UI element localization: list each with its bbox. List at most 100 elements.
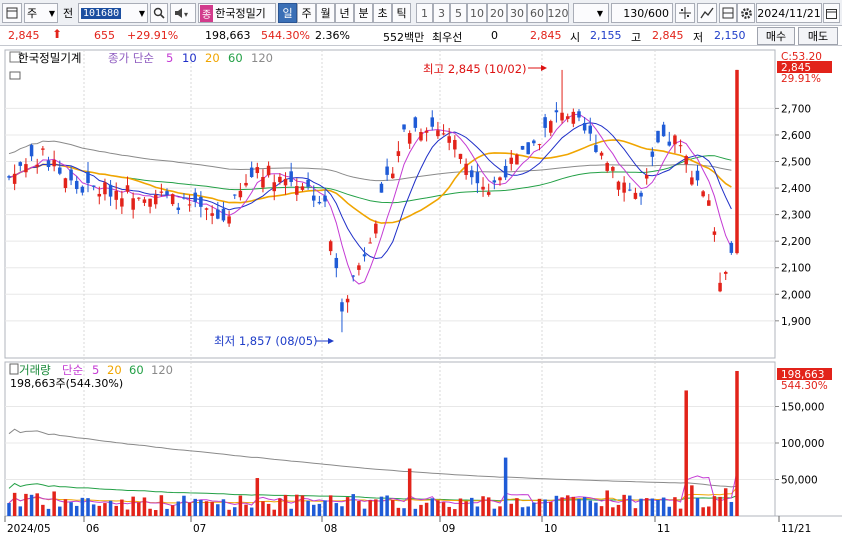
panel-layout-icon[interactable] bbox=[719, 3, 737, 23]
candle-body bbox=[464, 163, 468, 175]
candle-body bbox=[244, 182, 248, 186]
candle-body bbox=[599, 152, 604, 156]
volume-bar bbox=[464, 501, 468, 516]
interval-tab-60[interactable]: 60 bbox=[527, 3, 547, 23]
draw-tool-icon[interactable] bbox=[697, 3, 717, 23]
candle-body bbox=[69, 169, 73, 181]
candle-body bbox=[120, 198, 124, 207]
interval-tab-1[interactable]: 1 bbox=[416, 3, 433, 23]
candle-body bbox=[58, 167, 62, 174]
stock-chart[interactable]: 한국정밀기계 종가 단순 5 10 20 60 120 최고 2,845 (10/02)… bbox=[0, 46, 842, 541]
interval-tab-10[interactable]: 10 bbox=[467, 3, 487, 23]
volume-bar bbox=[673, 497, 677, 516]
chart-menu-icon[interactable] bbox=[2, 3, 22, 23]
period-tab-6[interactable]: 틱 bbox=[392, 3, 411, 23]
gear-icon[interactable] bbox=[737, 3, 755, 23]
count-field[interactable]: 130/600 bbox=[611, 3, 673, 23]
volume-bar bbox=[644, 498, 649, 516]
candle-body bbox=[729, 242, 734, 253]
candle-body bbox=[24, 164, 28, 173]
volume-bar bbox=[374, 499, 378, 516]
period-tab-0[interactable]: 일 bbox=[278, 3, 297, 23]
panel-toggle-icon[interactable] bbox=[9, 71, 21, 80]
period-tab-4[interactable]: 분 bbox=[354, 3, 373, 23]
ma-line-5 bbox=[8, 113, 732, 285]
candle-body bbox=[402, 124, 406, 130]
candle-body bbox=[633, 192, 638, 199]
candle-body bbox=[509, 157, 514, 164]
volume-bar bbox=[176, 501, 181, 516]
volume-ma-label: 단순 bbox=[62, 363, 83, 377]
sell-button[interactable]: 매도 bbox=[798, 27, 838, 45]
interval-tab-5[interactable]: 5 bbox=[450, 3, 467, 23]
volume-bar bbox=[588, 500, 593, 516]
interval-tab-30[interactable]: 30 bbox=[507, 3, 527, 23]
candle-body bbox=[453, 139, 457, 150]
candle-body bbox=[108, 184, 113, 197]
date-field[interactable]: 2024/11/21 bbox=[756, 3, 822, 23]
candle-body bbox=[582, 122, 587, 131]
volume-bar bbox=[357, 501, 361, 516]
chart-area[interactable]: 한국정밀기계 종가 단순 5 10 20 60 120 최고 2,845 (10/02)… bbox=[0, 46, 842, 541]
candle-body bbox=[317, 201, 322, 204]
speaker-icon[interactable]: ▾ bbox=[170, 3, 196, 23]
prev-close-tag: C:53.20 bbox=[781, 51, 822, 63]
candle-body bbox=[723, 271, 728, 274]
period-tab-5[interactable]: 초 bbox=[373, 3, 392, 23]
period-tab-2[interactable]: 월 bbox=[316, 3, 335, 23]
panel-menu-icon[interactable] bbox=[9, 363, 19, 375]
candle-body bbox=[278, 176, 282, 183]
count-total: /600 bbox=[644, 6, 669, 20]
volume-bar bbox=[35, 493, 39, 516]
volume-bar bbox=[159, 495, 164, 516]
high-annotation: 최고 2,845 (10/02) bbox=[423, 62, 527, 76]
x-axis-label: 08 bbox=[324, 523, 337, 535]
interval-dropdown[interactable]: ▼ bbox=[573, 3, 609, 23]
price-panel-frame bbox=[4, 49, 776, 359]
chevron-down-icon: ▼ bbox=[138, 8, 145, 18]
x-axis-label: 06 bbox=[86, 523, 100, 535]
candle-body bbox=[345, 298, 350, 303]
volume-ma-20 bbox=[8, 487, 738, 504]
candle-body bbox=[86, 171, 90, 184]
type-select[interactable]: 주 ▼ bbox=[24, 3, 58, 23]
candle-body bbox=[97, 193, 102, 197]
price-axis-tick: 2,600 bbox=[781, 130, 811, 142]
candle-body bbox=[153, 194, 158, 205]
x-axis-label: 07 bbox=[193, 523, 206, 535]
candle-body bbox=[46, 160, 51, 168]
code-combobox[interactable]: 101680 ▼ bbox=[78, 3, 148, 23]
stock-name-box[interactable]: 종 한국정밀기 bbox=[198, 3, 276, 23]
chevron-down-icon: ▼ bbox=[596, 8, 604, 18]
volume-bar bbox=[701, 507, 705, 516]
volume-bar bbox=[424, 502, 429, 516]
volume-bar bbox=[605, 490, 609, 516]
period-tab-3[interactable]: 년 bbox=[335, 3, 354, 23]
candle-body bbox=[667, 141, 672, 146]
search-icon[interactable] bbox=[150, 3, 168, 23]
ma-legend-120: 120 bbox=[251, 51, 273, 65]
volume-bar bbox=[199, 499, 203, 516]
candle-body bbox=[436, 130, 440, 137]
candle-body bbox=[447, 136, 451, 143]
interval-tab-120[interactable]: 120 bbox=[547, 3, 569, 23]
volume-bar bbox=[560, 497, 564, 516]
candle-body bbox=[678, 145, 683, 147]
interval-tab-3[interactable]: 3 bbox=[433, 3, 450, 23]
crosshair-icon[interactable] bbox=[675, 3, 695, 23]
candle-body bbox=[328, 241, 333, 252]
trade-amount: 552백만 bbox=[383, 31, 425, 44]
volume-ma-60 bbox=[8, 482, 738, 502]
low-price: 2,150 bbox=[714, 29, 746, 42]
volume-bar bbox=[391, 500, 395, 516]
candle-body bbox=[289, 171, 293, 182]
interval-tab-20[interactable]: 20 bbox=[487, 3, 507, 23]
ma-legend-5: 5 bbox=[166, 51, 173, 65]
panel-menu-icon[interactable] bbox=[9, 51, 21, 63]
period-tab-1[interactable]: 주 bbox=[297, 3, 316, 23]
volume-bar bbox=[204, 501, 209, 516]
candle-body bbox=[137, 197, 141, 199]
calendar-icon[interactable] bbox=[823, 3, 840, 23]
buy-button[interactable]: 매수 bbox=[757, 27, 795, 45]
volume-bar bbox=[616, 504, 621, 516]
